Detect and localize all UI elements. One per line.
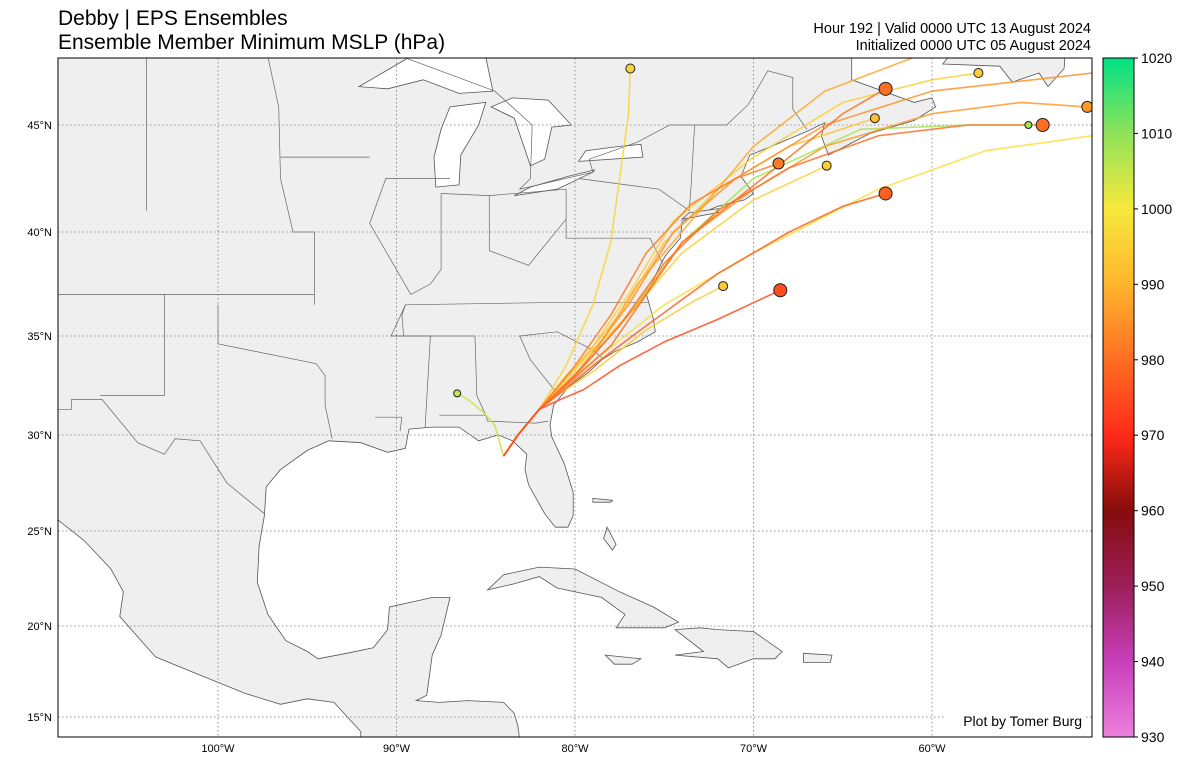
track-end-marker bbox=[821, 160, 832, 171]
lon-tick-label: 70°W bbox=[740, 743, 768, 755]
newfoundland-land bbox=[941, 58, 1066, 88]
colorbar-tick-label: 1020 bbox=[1141, 50, 1172, 66]
state-lines-17 bbox=[401, 304, 406, 337]
track-end-marker bbox=[625, 63, 636, 74]
jamaica-land bbox=[604, 654, 643, 665]
track-end-marker bbox=[1081, 100, 1092, 113]
state-lines-4 bbox=[100, 294, 165, 396]
bahamas-andros-land bbox=[603, 526, 617, 551]
colorbar-tick-label: 960 bbox=[1141, 503, 1165, 519]
state-lines-10 bbox=[519, 331, 603, 359]
puerto-rico-land bbox=[803, 652, 833, 663]
markers-layer bbox=[453, 63, 1092, 398]
colorbar-tick-label: 1000 bbox=[1141, 201, 1172, 217]
lat-tick-label: 25°N bbox=[27, 526, 52, 538]
state-lines-13 bbox=[441, 188, 663, 264]
axis-ticks: 45°N 40°N 35°N 30°N 25°N 20°N 15°N 100°W 90°W 80°… bbox=[27, 120, 946, 755]
track-end-marker bbox=[718, 281, 729, 292]
lat-tick-label: 30°N bbox=[27, 430, 52, 442]
lake-huron bbox=[490, 97, 573, 167]
track-end-marker bbox=[878, 81, 893, 96]
lat-tick-label: 20°N bbox=[27, 621, 52, 633]
tracks-layer bbox=[456, 58, 1092, 457]
track-end-marker bbox=[1024, 121, 1033, 129]
state-lines-9 bbox=[439, 414, 549, 424]
cuba-land bbox=[486, 566, 680, 629]
state-lines-11 bbox=[519, 335, 558, 394]
plot-title: Debby | EPS Ensembles bbox=[58, 7, 288, 30]
colorbar-tick-label: 950 bbox=[1141, 578, 1165, 594]
state-lines-16 bbox=[488, 195, 567, 266]
us-mexico-border bbox=[58, 399, 265, 514]
lat-tick-label: 15°N bbox=[27, 712, 52, 724]
lake-superior bbox=[357, 58, 494, 94]
track-end-marker bbox=[973, 68, 984, 79]
state-lines-6 bbox=[375, 416, 403, 432]
lat-tick-label: 40°N bbox=[27, 227, 52, 239]
lon-tick-label: 80°W bbox=[561, 743, 589, 755]
ensemble-track bbox=[502, 289, 781, 457]
track-end-marker bbox=[878, 186, 893, 201]
state-lines-14 bbox=[578, 124, 695, 212]
map-frame bbox=[57, 57, 1093, 738]
colorbar-tick-label: 940 bbox=[1141, 654, 1165, 670]
gridlines bbox=[58, 58, 1092, 737]
init-time: Initialized 0000 UTC 05 August 2024 bbox=[855, 38, 1091, 54]
lat-tick-label: 45°N bbox=[27, 120, 52, 132]
us-canada-border bbox=[404, 58, 808, 190]
track-end-marker bbox=[772, 157, 785, 170]
colorbar-tick-label: 980 bbox=[1141, 352, 1165, 368]
credit-box bbox=[946, 708, 1086, 732]
lon-tick-label: 90°W bbox=[383, 743, 411, 755]
state-lines-5 bbox=[217, 304, 333, 439]
bahamas-grand-land bbox=[592, 497, 614, 503]
plot-subtitle: Ensemble Member Minimum MSLP (hPa) bbox=[58, 31, 446, 54]
state-lines-2 bbox=[267, 58, 315, 305]
colorbar-tick-label: 930 bbox=[1141, 729, 1165, 745]
land-layer bbox=[58, 58, 1066, 737]
ensemble-track bbox=[456, 392, 505, 457]
track-end-marker bbox=[453, 389, 462, 398]
colorbar-ticks: 1020 1010 1000 990 980 970 960 950 940 930 bbox=[1134, 50, 1172, 745]
valid-time: Hour 192 | Valid 0000 UTC 13 August 2024 bbox=[813, 21, 1091, 37]
lat-tick-label: 35°N bbox=[27, 331, 52, 343]
state-lines-15 bbox=[369, 178, 450, 295]
lake-michigan bbox=[433, 101, 487, 188]
lon-tick-label: 100°W bbox=[201, 743, 235, 755]
track-end-marker bbox=[869, 113, 880, 124]
track-end-marker bbox=[773, 283, 788, 298]
colorbar-tick-label: 1010 bbox=[1141, 125, 1172, 141]
lon-tick-label: 60°W bbox=[918, 743, 946, 755]
colorbar-tick-label: 970 bbox=[1141, 427, 1165, 443]
track-end-marker bbox=[1035, 118, 1050, 132]
colorbar bbox=[1102, 57, 1135, 738]
colorbar-tick-label: 990 bbox=[1141, 276, 1165, 292]
credit-text: Plot by Tomer Burg bbox=[963, 713, 1082, 729]
hispaniola-land bbox=[673, 627, 783, 669]
